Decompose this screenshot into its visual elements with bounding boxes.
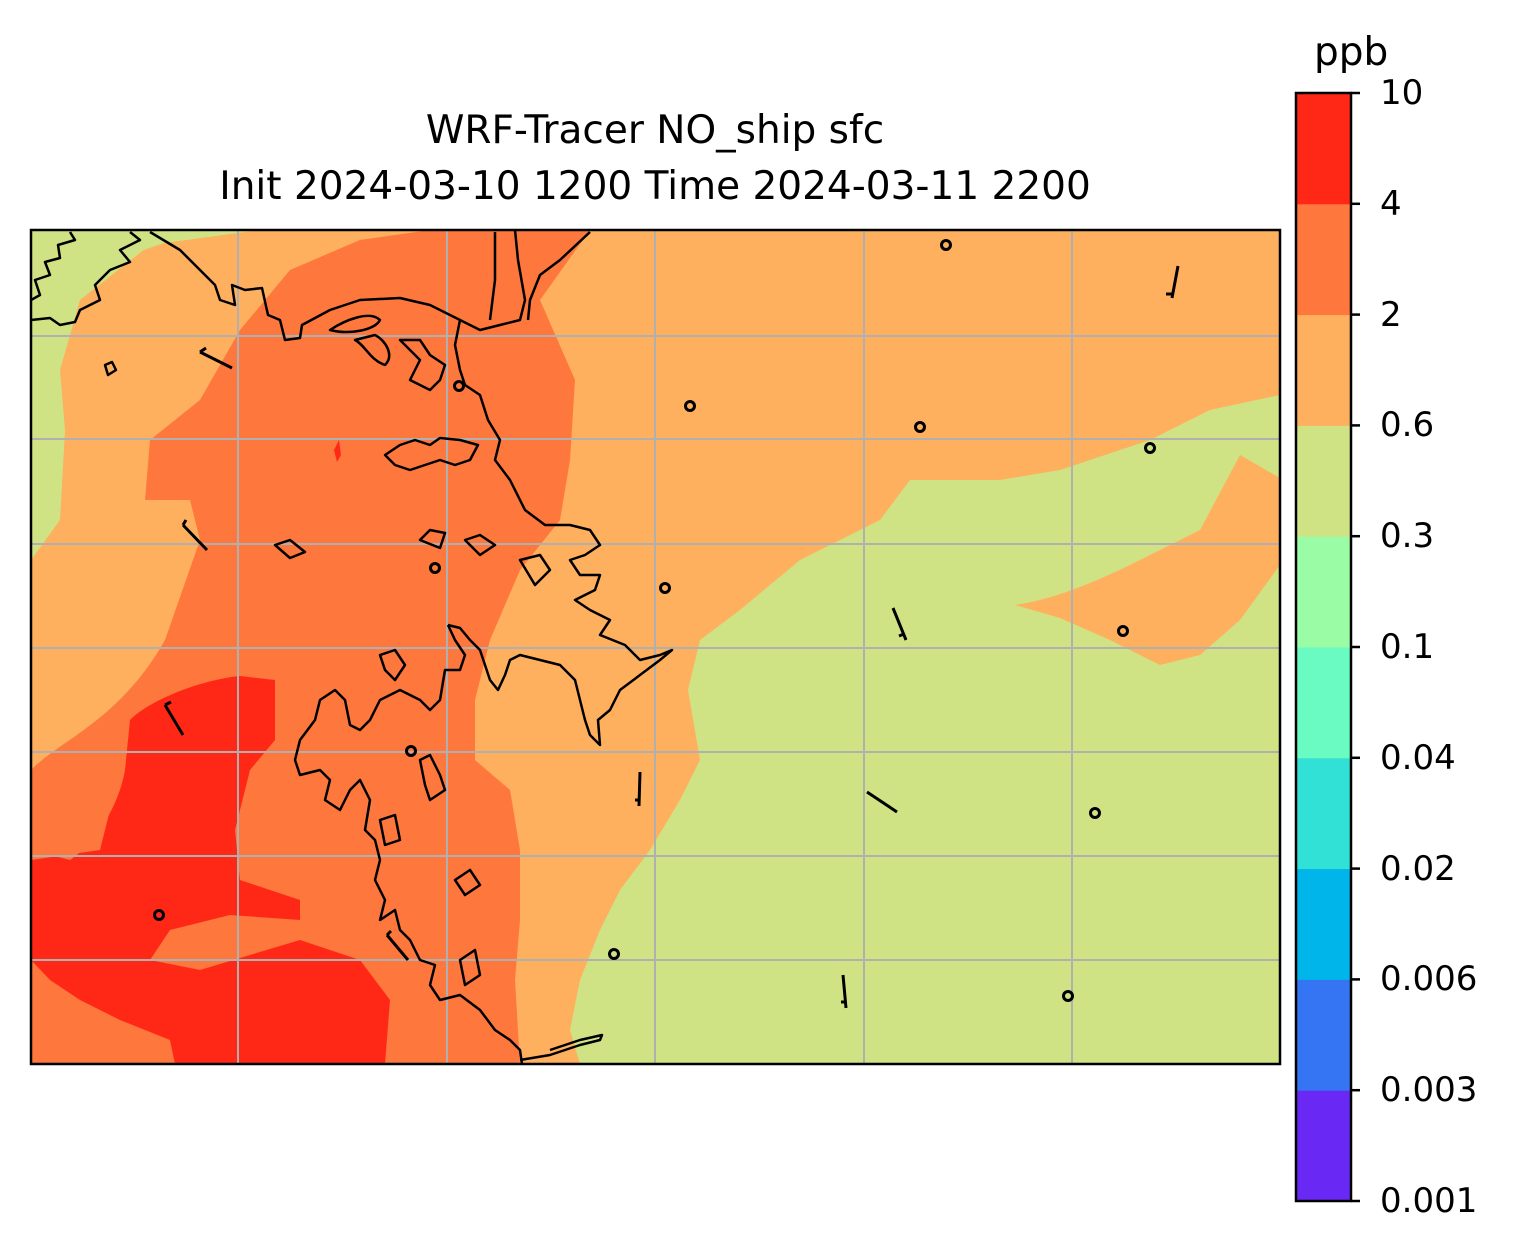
- fill-level-4: [31, 676, 390, 1064]
- colorbar-segment: [1296, 314, 1351, 426]
- calm-marker: [940, 239, 952, 251]
- wind-barbs: [163, 265, 1180, 1009]
- calm-marker: [684, 400, 696, 412]
- colorbar-tick-label: 0.001: [1380, 1181, 1478, 1221]
- calm-marker: [608, 948, 620, 960]
- map-title-line2: Init 2024-03-10 1200 Time 2024-03-11 220…: [219, 164, 1091, 209]
- wind-barb: [1166, 265, 1180, 299]
- wind-barb: [385, 929, 410, 961]
- calm-marker: [1089, 807, 1101, 819]
- calm-marker: [914, 421, 926, 433]
- colorbar-tick-label: 0.1: [1380, 627, 1435, 667]
- colorbar-segment: [1296, 1090, 1351, 1202]
- fill-level-0.6-patch: [1015, 455, 1280, 665]
- colorbar-segment: [1296, 647, 1351, 759]
- wind-barb: [891, 607, 908, 641]
- colorbar-tick-label: 0.3: [1380, 516, 1435, 557]
- calm-marker: [153, 909, 165, 921]
- wind-barb: [181, 519, 209, 552]
- calm-marker: [1062, 990, 1074, 1002]
- calm-markers: [153, 239, 1156, 1002]
- colorbar-segment: [1296, 203, 1351, 316]
- colorbar-segment: [1296, 536, 1351, 648]
- wind-barb: [199, 346, 233, 370]
- gridlines: [31, 230, 1280, 1064]
- colorbar-segment: [1296, 425, 1351, 537]
- colorbar-tick-label: 4: [1380, 183, 1402, 224]
- wind-barb: [635, 771, 642, 807]
- colorbar-tick-label: 10: [1380, 73, 1424, 113]
- calm-marker: [405, 745, 417, 757]
- calm-marker: [429, 562, 441, 574]
- colorbar-tick-label: 0.003: [1380, 1070, 1478, 1111]
- calm-marker: [1144, 442, 1156, 454]
- fill-level-0.6-nw: [31, 230, 260, 560]
- colorbar-unit-label: ppb: [1314, 30, 1389, 75]
- colorbar-tick-label: 0.04: [1380, 737, 1456, 778]
- map-frame: [29, 228, 1282, 1066]
- colorbar-segment: [1296, 93, 1351, 205]
- wind-barb: [163, 700, 185, 736]
- calm-marker: [659, 582, 671, 594]
- map-title-line1: WRF-Tracer NO_ship sfc: [425, 108, 885, 153]
- wind-barb: [841, 974, 848, 1009]
- coastlines: [31, 230, 674, 1064]
- calm-marker: [453, 380, 465, 392]
- calm-marker: [1117, 625, 1129, 637]
- colorbar-tick-label: 0.02: [1380, 848, 1456, 889]
- colorbar-segment: [1296, 868, 1351, 980]
- fill-level-4-w: [31, 764, 110, 860]
- colorbar-tick-label: 2: [1380, 294, 1402, 335]
- wind-barb: [866, 790, 898, 814]
- fill-level-10-spot: [334, 440, 341, 462]
- colorbar-tick-label: 0.006: [1380, 959, 1478, 1000]
- colorbar-tick-label: 0.6: [1380, 405, 1435, 446]
- colorbar: [1294, 91, 1360, 1203]
- colorbar-segment: [1296, 979, 1351, 1091]
- colorbar-segment: [1296, 757, 1351, 870]
